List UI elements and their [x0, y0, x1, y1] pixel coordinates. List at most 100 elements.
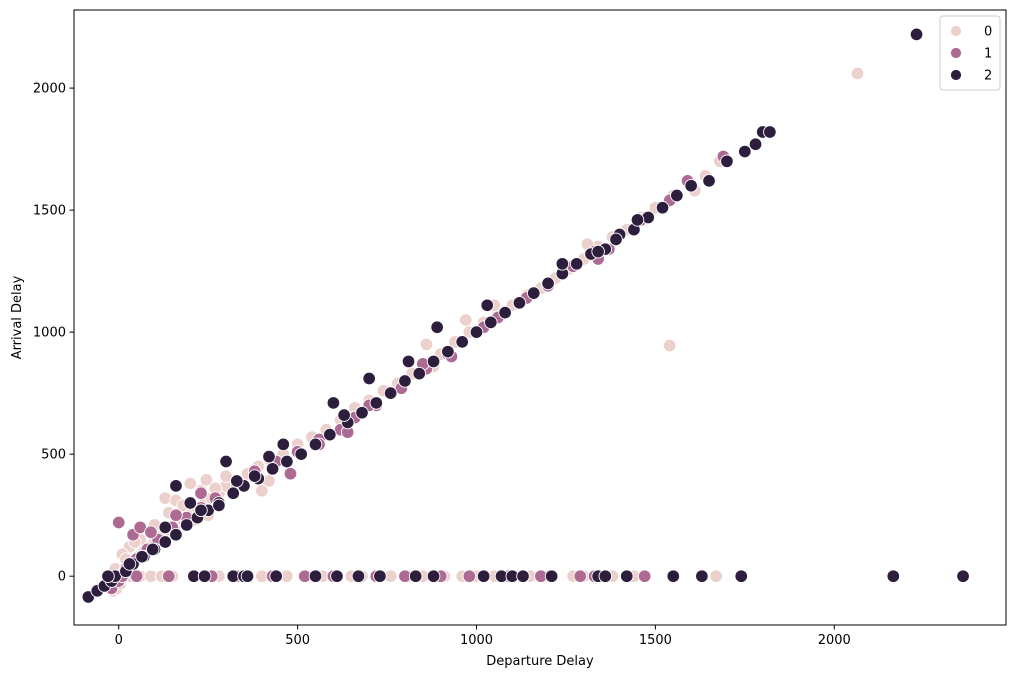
data-point: [695, 569, 709, 583]
data-point: [230, 474, 244, 488]
y-axis: 0 500 1000 1500 2000: [33, 82, 74, 585]
data-point: [662, 338, 677, 353]
y-tick-label: 0: [58, 570, 66, 585]
x-tick-label: 1000: [460, 633, 493, 648]
data-point: [111, 515, 126, 530]
legend-label: 2: [984, 69, 992, 84]
x-axis-label: Departure Delay: [486, 654, 594, 669]
data-point: [526, 286, 541, 300]
data-point: [199, 473, 214, 487]
data-point: [135, 549, 149, 564]
data-point: [323, 427, 337, 442]
legend: 0 1 2: [939, 15, 1001, 91]
legend-label: 0: [984, 25, 992, 40]
data-point: [330, 569, 344, 583]
data-point: [476, 569, 491, 583]
data-point: [158, 535, 172, 549]
data-point: [609, 232, 623, 247]
legend-label: 1: [984, 47, 992, 62]
data-point: [620, 569, 634, 583]
data-point: [462, 569, 477, 583]
data-point: [326, 396, 341, 410]
data-point: [441, 344, 455, 359]
y-tick-label: 1500: [33, 204, 66, 219]
data-point: [734, 569, 748, 583]
data-point: [598, 569, 613, 583]
data-point: [240, 569, 255, 583]
data-point: [401, 354, 416, 369]
x-tick-label: 1500: [639, 633, 672, 648]
data-point: [355, 405, 369, 420]
data-point: [197, 569, 212, 583]
series-2: [81, 27, 970, 604]
data-point: [670, 188, 684, 203]
y-tick-label: 1000: [33, 326, 66, 341]
data-point: [573, 569, 587, 583]
data-point: [162, 569, 176, 583]
data-point: [709, 569, 723, 583]
data-point: [294, 447, 308, 461]
data-point: [455, 335, 469, 349]
points-layer: [81, 27, 970, 604]
data-point: [426, 354, 441, 369]
data-point: [430, 320, 444, 335]
data-point: [655, 200, 670, 215]
data-point: [637, 569, 652, 583]
data-point: [351, 569, 366, 583]
data-point: [145, 542, 160, 557]
data-point: [158, 520, 172, 535]
data-point: [247, 469, 262, 483]
data-point: [684, 178, 698, 193]
x-tick-label: 2000: [818, 633, 851, 648]
data-point: [283, 466, 298, 481]
data-point: [591, 244, 605, 259]
data-point: [909, 27, 924, 42]
y-axis-label: Arrival Delay: [10, 275, 25, 359]
data-point: [512, 296, 527, 310]
x-tick-label: 0: [115, 633, 123, 648]
data-point: [169, 508, 183, 522]
data-point: [748, 137, 763, 151]
data-point: [720, 154, 734, 169]
data-point: [183, 476, 198, 491]
data-point: [469, 325, 484, 339]
data-point: [183, 496, 198, 510]
legend-marker: [950, 25, 962, 37]
data-point: [426, 569, 441, 583]
data-point: [886, 569, 901, 583]
data-point: [337, 408, 351, 422]
data-point: [194, 503, 208, 518]
data-point: [169, 479, 183, 493]
data-point: [763, 125, 777, 139]
data-point: [262, 449, 276, 464]
data-point: [544, 569, 559, 583]
data-point: [101, 569, 115, 583]
data-point: [280, 454, 294, 469]
data-point: [269, 569, 283, 583]
y-tick-label: 500: [41, 448, 66, 463]
data-point: [219, 454, 233, 469]
data-point: [702, 174, 716, 188]
data-point: [122, 557, 137, 571]
data-point: [308, 569, 323, 583]
data-point: [412, 366, 427, 381]
data-point: [516, 569, 530, 583]
data-point: [630, 213, 645, 227]
data-point: [369, 396, 384, 410]
data-point: [226, 486, 240, 500]
data-point: [569, 257, 584, 271]
data-point: [459, 313, 473, 327]
x-axis: 0 500 1000 1500 2000: [115, 625, 851, 648]
data-point: [144, 525, 158, 540]
data-point: [498, 305, 512, 320]
data-point: [666, 569, 681, 583]
plot-frame: [73, 9, 1007, 626]
y-tick-label: 2000: [33, 82, 66, 97]
legend-marker: [950, 47, 962, 59]
data-point: [373, 569, 387, 583]
data-point: [738, 144, 752, 159]
data-point: [398, 374, 412, 388]
data-point: [480, 298, 494, 313]
data-point: [212, 498, 226, 513]
